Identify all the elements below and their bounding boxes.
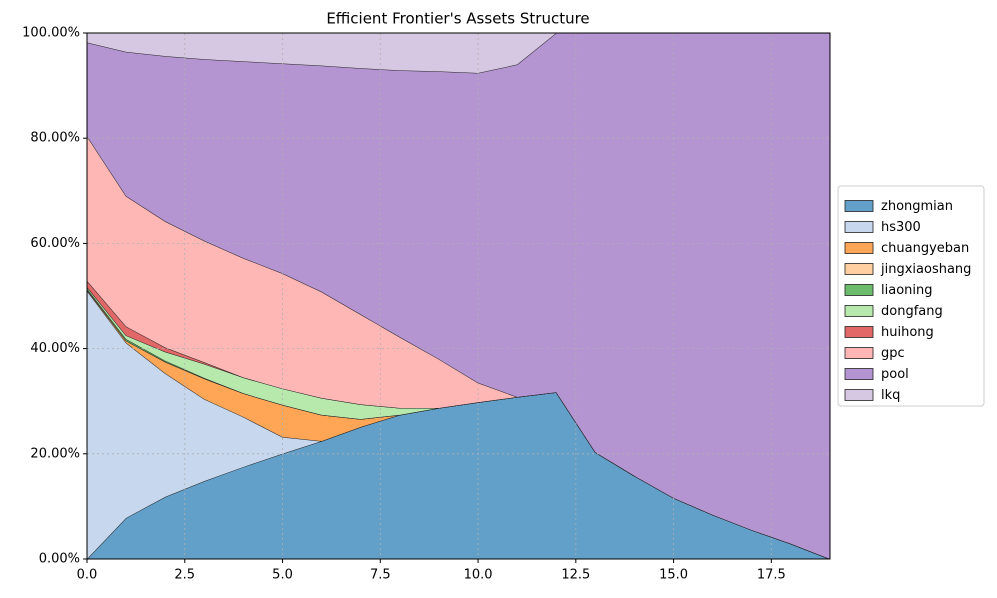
legend-label: gpc — [881, 346, 905, 361]
x-tick-label: 0.0 — [77, 568, 98, 583]
legend-swatch — [844, 368, 874, 380]
y-tick-label: 20.00% — [30, 446, 80, 461]
area — [87, 136, 830, 559]
y-tick-label: 60.00% — [30, 236, 80, 251]
legend-swatch — [844, 305, 874, 317]
x-tick-label: 12.5 — [561, 568, 590, 583]
legend-swatch — [844, 347, 874, 359]
area — [87, 33, 830, 559]
legend-label: hs300 — [881, 220, 921, 235]
y-tick-label: 100.00% — [22, 26, 80, 41]
x-tick-label: 10.0 — [464, 568, 493, 583]
legend-box — [837, 185, 985, 407]
y-tick-label: 0.00% — [39, 552, 80, 567]
area — [87, 33, 830, 73]
x-tick-label: 7.5 — [370, 568, 391, 583]
legend-swatch — [844, 389, 874, 401]
legend-label: huihong — [881, 325, 934, 340]
x-tick-label: 15.0 — [659, 568, 688, 583]
legend-label: dongfang — [881, 304, 943, 319]
legend-label: liaoning — [881, 283, 933, 298]
chart-title: Efficient Frontier's Assets Structure — [326, 10, 589, 28]
legend-swatch — [844, 263, 874, 275]
legend-label: lkq — [881, 388, 900, 403]
area — [87, 392, 830, 559]
y-tick-label: 40.00% — [30, 341, 80, 356]
area — [87, 290, 830, 559]
legend-swatch — [844, 326, 874, 338]
plot-frame — [86, 32, 831, 560]
legend-label: jingxiaoshang — [880, 262, 971, 277]
legend-label: zhongmian — [881, 199, 953, 214]
legend-swatch — [844, 242, 874, 254]
legend-label: chuangyeban — [881, 241, 969, 256]
x-tick-label: 5.0 — [272, 568, 293, 583]
legend-swatch — [844, 200, 874, 212]
legend-swatch — [844, 221, 874, 233]
legend-label: pool — [881, 367, 909, 382]
x-tick-label: 2.5 — [174, 568, 195, 583]
legend-swatch — [844, 284, 874, 296]
y-tick-label: 80.00% — [30, 131, 80, 146]
x-tick-label: 17.5 — [757, 568, 786, 583]
